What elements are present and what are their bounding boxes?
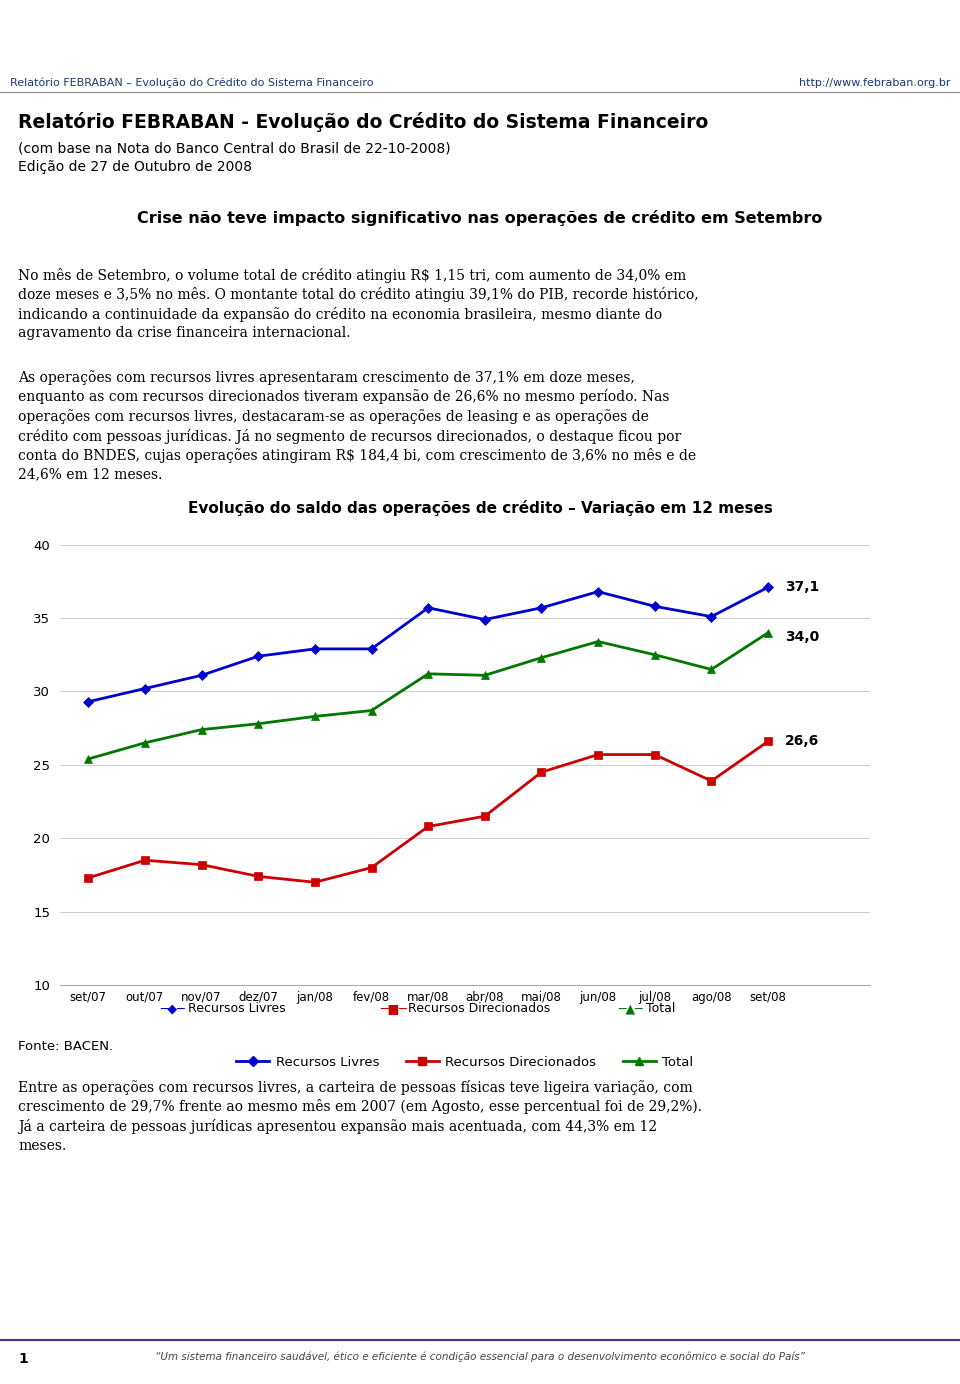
Text: Relatório FEBRABAN – Evolução do Crédito do Sistema Financeiro: Relatório FEBRABAN – Evolução do Crédito… [10,78,373,89]
Text: crédito com pessoas jurídicas. Já no segmento de recursos direcionados, o destaq: crédito com pessoas jurídicas. Já no seg… [18,429,682,443]
Text: Relatório FEBRABAN - Evolução do Crédito do Sistema Financeiro: Relatório FEBRABAN - Evolução do Crédito… [18,112,708,131]
Text: 26,6: 26,6 [785,735,819,749]
Text: Entre as operações com recursos livres, a carteira de pessoas físicas teve ligei: Entre as operações com recursos livres, … [18,1080,693,1095]
Text: Fonte: BACEN.: Fonte: BACEN. [18,1039,113,1053]
Text: crescimento de 29,7% frente ao mesmo mês em 2007 (em Agosto, esse percentual foi: crescimento de 29,7% frente ao mesmo mês… [18,1099,702,1114]
Text: No mês de Setembro, o volume total de crédito atingiu R$ 1,15 tri, com aumento d: No mês de Setembro, o volume total de cr… [18,268,686,282]
Text: Já a carteira de pessoas jurídicas apresentou expansão mais acentuada, com 44,3%: Já a carteira de pessoas jurídicas apres… [18,1120,658,1133]
Legend: Recursos Livres, Recursos Direcionados, Total: Recursos Livres, Recursos Direcionados, … [231,1050,699,1074]
Text: Edição de 27 de Outubro de 2008: Edição de 27 de Outubro de 2008 [18,161,252,174]
Text: “Um sistema financeiro saudável, ético e eficiente é condição essencial para o d: “Um sistema financeiro saudável, ético e… [155,1352,805,1362]
Text: 24,6% em 12 meses.: 24,6% em 12 meses. [18,468,162,482]
Text: As operações com recursos livres apresentaram crescimento de 37,1% em doze meses: As operações com recursos livres apresen… [18,370,635,385]
Text: 1: 1 [18,1352,28,1366]
Text: ─◆─: ─◆─ [160,1002,184,1014]
Text: doze meses e 3,5% no mês. O montante total do crédito atingiu 39,1% do PIB, reco: doze meses e 3,5% no mês. O montante tot… [18,288,699,303]
Text: Total: Total [646,1002,676,1014]
Text: enquanto as com recursos direcionados tiveram expansão de 26,6% no mesmo período: enquanto as com recursos direcionados ti… [18,389,669,404]
Text: 34,0: 34,0 [785,630,819,644]
Text: (com base na Nota do Banco Central do Brasil de 22-10-2008): (com base na Nota do Banco Central do Br… [18,143,450,156]
Text: conta do BNDES, cujas operações atingiram R$ 184,4 bi, com crescimento de 3,6% n: conta do BNDES, cujas operações atingira… [18,448,696,464]
Text: operações com recursos livres, destacaram-se as operações de leasing e as operaç: operações com recursos livres, destacara… [18,410,649,424]
Text: agravamento da crise financeira internacional.: agravamento da crise financeira internac… [18,327,350,340]
Text: indicando a continuidade da expansão do crédito na economia brasileira, mesmo di: indicando a continuidade da expansão do … [18,307,662,322]
Text: ─■─: ─■─ [380,1002,407,1014]
Text: http://www.febraban.org.br: http://www.febraban.org.br [799,78,950,89]
Text: 37,1: 37,1 [785,580,819,594]
Text: Recursos Direcionados: Recursos Direcionados [408,1002,550,1014]
Text: Recursos Livres: Recursos Livres [188,1002,286,1014]
Text: FEBRABAN: FEBRABAN [6,18,225,53]
Text: Crise não teve impacto significativo nas operações de crédito em Setembro: Crise não teve impacto significativo nas… [137,210,823,226]
Text: meses.: meses. [18,1139,66,1153]
Text: Evolução do saldo das operações de crédito – Variação em 12 meses: Evolução do saldo das operações de crédi… [187,500,773,516]
Text: ─▲─: ─▲─ [618,1002,642,1014]
